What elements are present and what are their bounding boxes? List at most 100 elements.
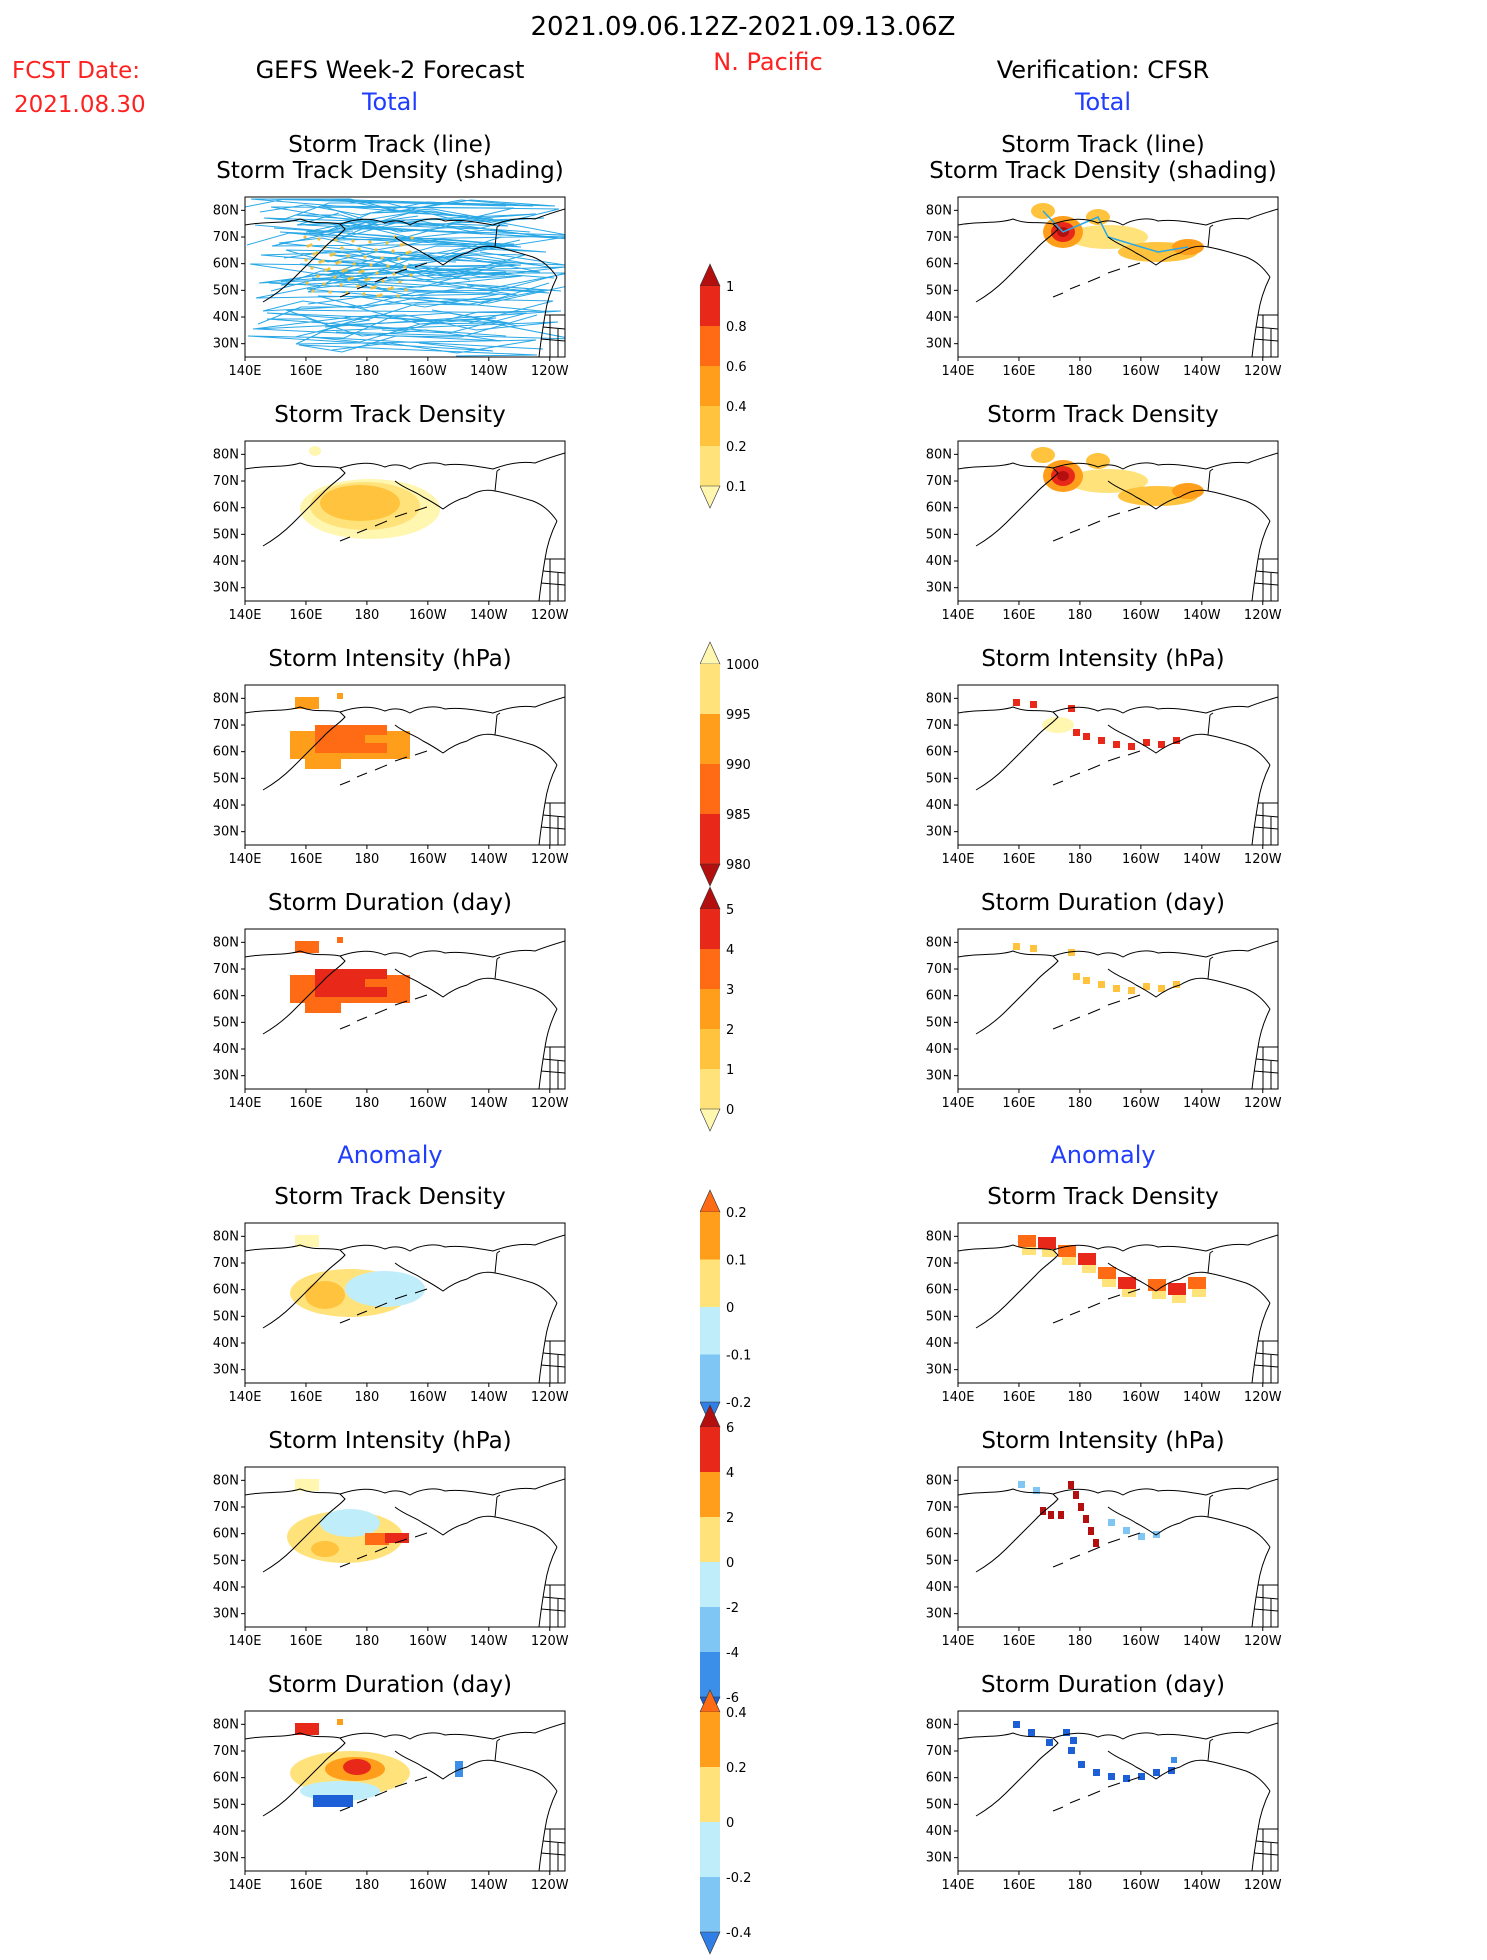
colorbar-density-anomaly: 0.2 0.1 0 -0.1 -0.2 (699, 1188, 780, 1430)
lat-tick-label: 30N (926, 1363, 952, 1378)
lat-tick-label: 40N (926, 554, 952, 569)
panel-title-duration-anom-left: Storm Duration (day) (268, 1672, 512, 1698)
lon-tick-label: 140E (228, 364, 261, 379)
lat-tick-label: 50N (213, 1553, 239, 1568)
lon-tick-label: 180 (1067, 1096, 1092, 1111)
lat-tick-label: 70N (926, 1256, 952, 1271)
colorbar-tick-label: -0.4 (726, 1926, 751, 1941)
lat-tick-label: 80N (926, 1229, 952, 1244)
colorbar-tick-label: -6 (726, 1691, 739, 1706)
lon-tick-label: 160E (289, 364, 322, 379)
lon-tick-label: 160W (409, 852, 447, 867)
map-duration-verification: 80N 70N 60N 50N 40N 30N 140E 160E 180 160W 140W 120… (922, 925, 1282, 1121)
lat-tick-label: 40N (213, 1336, 239, 1351)
panel-title-duration-right: Storm Duration (day) (981, 890, 1225, 916)
colorbar-tick-label: 1 (726, 1063, 734, 1078)
lon-tick-label: 160W (1122, 1390, 1160, 1405)
lon-tick-label: 160W (409, 1096, 447, 1111)
colorbar-intensity-anomaly: 6 4 2 0 -2 -4 -6 (699, 1403, 780, 1725)
map-track-line-verification: 80N 70N 60N 50N 40N 30N 140E 160E 180 160W 140W 120… (922, 193, 1282, 389)
panel-title-density-anom-left: Storm Track Density (274, 1184, 506, 1210)
colorbar-tick-label: 0 (726, 1816, 734, 1831)
lon-tick-label: 160E (289, 608, 322, 623)
colorbar-tick-label: -0.1 (726, 1349, 751, 1364)
lat-tick-label: 30N (926, 1069, 952, 1084)
lat-tick-label: 60N (926, 501, 952, 516)
lon-tick-label: 140W (470, 608, 508, 623)
lon-tick-label: 120W (531, 1878, 569, 1893)
lat-tick-label: 80N (213, 1473, 239, 1488)
lon-tick-label: 160E (1002, 1390, 1035, 1405)
lat-tick-label: 40N (213, 554, 239, 569)
lat-tick-label: 50N (213, 1015, 239, 1030)
lat-tick-label: 40N (926, 1042, 952, 1057)
lon-tick-label: 140E (228, 1878, 261, 1893)
lon-tick-label: 160E (289, 852, 322, 867)
lat-tick-label: 50N (926, 1797, 952, 1812)
lon-tick-label: 180 (1067, 608, 1092, 623)
lat-tick-label: 70N (926, 474, 952, 489)
lon-tick-label: 160W (409, 364, 447, 379)
lon-tick-label: 140W (470, 364, 508, 379)
lat-tick-label: 80N (926, 1473, 952, 1488)
panel-title-density-left: Storm Track Density (274, 402, 506, 428)
colorbar-tick-label: -4 (726, 1646, 739, 1661)
lat-tick-label: 50N (926, 1553, 952, 1568)
lat-tick-label: 40N (926, 1824, 952, 1839)
lat-tick-label: 70N (213, 1256, 239, 1271)
lon-tick-label: 160W (1122, 608, 1160, 623)
lat-tick-label: 50N (213, 1797, 239, 1812)
lat-tick-label: 30N (926, 581, 952, 596)
colorbar-tick-label: 980 (726, 858, 751, 873)
colorbar-tick-label: 4 (726, 1466, 734, 1481)
map-duration-anomaly-verification: 80N 70N 60N 50N 40N 30N 140E 160E 180 160W 140W 120… (922, 1707, 1282, 1903)
lat-tick-label: 50N (926, 283, 952, 298)
lat-tick-label: 60N (213, 257, 239, 272)
lon-tick-label: 180 (1067, 1390, 1092, 1405)
lon-tick-label: 120W (531, 1096, 569, 1111)
lat-tick-label: 60N (213, 1283, 239, 1298)
panel-title-density-right: Storm Track Density (987, 402, 1219, 428)
colorbar-tick-label: 0.6 (726, 360, 747, 375)
panel-title-track-shading-right: Storm Track Density (shading) (929, 158, 1277, 184)
lon-tick-label: 180 (354, 364, 379, 379)
lat-tick-label: 60N (213, 989, 239, 1004)
lon-tick-label: 120W (531, 852, 569, 867)
lat-tick-label: 70N (926, 1744, 952, 1759)
fcst-date-label: FCST Date: (12, 58, 140, 84)
lon-tick-label: 140W (1183, 1878, 1221, 1893)
colorbar-tick-label: 0.4 (726, 1706, 747, 1721)
colorbar-tick-label: 0.8 (726, 320, 747, 335)
panel-title-duration-left: Storm Duration (day) (268, 890, 512, 916)
lat-tick-label: 50N (926, 771, 952, 786)
map-density-anomaly-verification: 80N 70N 60N 50N 40N 30N 140E 160E 180 160W 140W 120… (922, 1219, 1282, 1415)
lon-tick-label: 180 (354, 1096, 379, 1111)
lat-tick-label: 60N (926, 1771, 952, 1786)
lat-tick-label: 80N (926, 691, 952, 706)
panel-title-track-shading-left: Storm Track Density (shading) (216, 158, 564, 184)
lat-tick-label: 80N (926, 935, 952, 950)
lat-tick-label: 40N (213, 1824, 239, 1839)
colorbar-tick-label: 1000 (726, 658, 759, 673)
map-track-density-verification: 80N 70N 60N 50N 40N 30N 140E 160E 180 160W 140W 120… (922, 437, 1282, 633)
lon-tick-label: 120W (1244, 852, 1282, 867)
lat-tick-label: 30N (213, 337, 239, 352)
anomaly-label-right: Anomaly (1050, 1141, 1156, 1169)
verification-title: Verification: CFSR (996, 56, 1210, 84)
lon-tick-label: 180 (354, 852, 379, 867)
lat-tick-label: 40N (926, 798, 952, 813)
lat-tick-label: 60N (926, 745, 952, 760)
lat-tick-label: 50N (213, 771, 239, 786)
colorbar-tick-label: 985 (726, 808, 751, 823)
lon-tick-label: 140E (941, 1878, 974, 1893)
colorbar-tick-label: 0.2 (726, 440, 747, 455)
lon-tick-label: 180 (1067, 364, 1092, 379)
lon-tick-label: 140E (941, 1390, 974, 1405)
lon-tick-label: 120W (1244, 1634, 1282, 1649)
lon-tick-label: 160E (289, 1096, 322, 1111)
colorbar-tick-label: 2 (726, 1023, 734, 1038)
colorbar-density-total: 1 0.8 0.6 0.4 0.2 0.1 (699, 262, 780, 514)
lat-tick-label: 40N (213, 1580, 239, 1595)
lon-tick-label: 160W (409, 608, 447, 623)
lat-tick-label: 70N (926, 962, 952, 977)
